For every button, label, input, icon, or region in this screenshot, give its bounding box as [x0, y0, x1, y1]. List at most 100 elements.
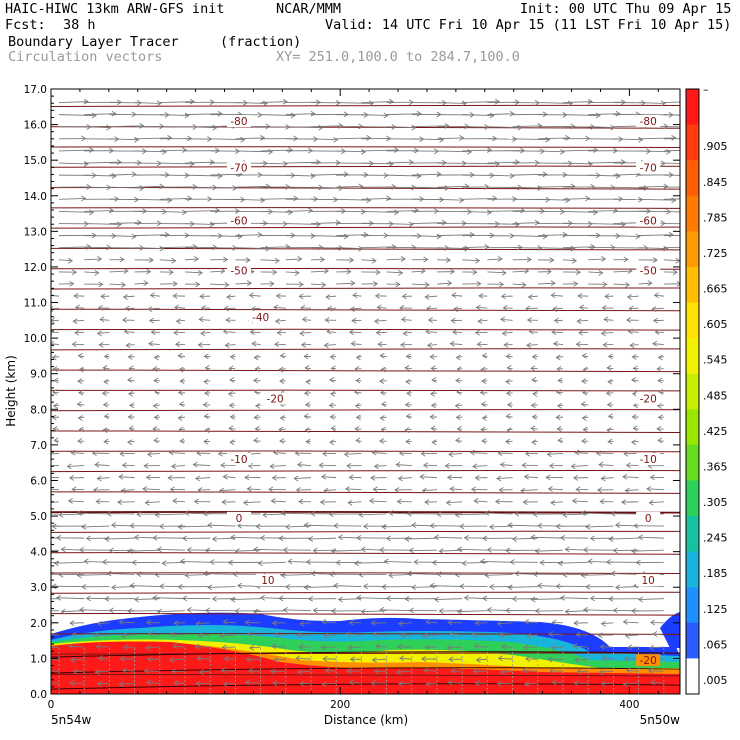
wind-vector-head [217, 110, 223, 117]
wind-vector [260, 101, 288, 103]
wind-vector-head [181, 535, 188, 542]
wind-vector-head [236, 582, 243, 589]
wind-vector-head [46, 668, 50, 673]
wind-vector-head [530, 596, 536, 603]
y-tick-label: 11.0 [24, 298, 47, 310]
wind-vector-head [537, 185, 543, 192]
wind-vector [351, 343, 362, 345]
wind-vector [321, 476, 337, 479]
wind-vector-head [296, 461, 303, 468]
wind-vector [285, 126, 323, 129]
wind-vector-head [269, 463, 275, 470]
wind-vector [565, 610, 589, 613]
wind-vector [374, 465, 387, 467]
wind-vector-head [402, 330, 408, 337]
colorbar-swatch [686, 160, 699, 197]
wind-vector-head [322, 655, 328, 662]
wind-vector-head [153, 414, 159, 421]
wind-vector [75, 306, 85, 309]
wind-vector-head [419, 473, 425, 480]
wind-vector-head [133, 534, 139, 541]
wind-vector-head [209, 559, 215, 565]
wind-vector-head [300, 305, 306, 311]
wind-vector-head [555, 414, 561, 421]
wind-vector-head [356, 534, 362, 541]
wind-vector-head [187, 195, 193, 202]
wind-vector-head [550, 645, 556, 651]
colorbar-label: .245 [703, 532, 728, 545]
colorbar: –.905.845.785.725.665.605.545.485.425.36… [685, 83, 728, 695]
wind-vector-head [299, 330, 305, 337]
wind-vector [134, 102, 162, 104]
isotherm-line [51, 104, 680, 107]
wind-vector-head [52, 366, 58, 372]
tracer-fill [51, 612, 680, 694]
wind-vector-head [52, 426, 58, 432]
wind-vector-head [55, 534, 62, 541]
wind-vector-head [456, 366, 462, 372]
wind-vector [123, 295, 135, 298]
contour-label: -70 [230, 162, 247, 174]
y-axis: 0.01.02.03.04.05.06.07.08.09.010.011.012… [24, 84, 680, 701]
wind-vector-head [204, 390, 210, 397]
wind-vector [625, 634, 639, 637]
wind-vector-head [71, 269, 78, 276]
wind-vector-head [371, 449, 377, 456]
wind-vector-head [489, 112, 495, 119]
wind-vector [663, 259, 680, 262]
wind-vector-head [482, 535, 488, 542]
wind-vector-head [125, 342, 131, 349]
wind-vector [487, 126, 522, 129]
wind-vector-head [461, 560, 467, 567]
wind-vector-head [234, 548, 240, 555]
isotherm-line [51, 652, 680, 655]
wind-vector [109, 125, 144, 128]
wind-vector-head [487, 147, 493, 153]
wind-vector [508, 586, 538, 588]
wind-vector-head [656, 403, 662, 409]
wind-vector [226, 295, 236, 298]
plot-frame [50, 88, 681, 695]
wind-vector [159, 259, 176, 262]
wind-vector-head [652, 631, 658, 637]
wind-vector-head [74, 304, 81, 311]
wind-vector-head [196, 655, 202, 662]
wind-vector [171, 465, 186, 467]
wind-vector-head [71, 631, 77, 638]
wind-vector [512, 283, 526, 286]
wind-vector-head [672, 269, 678, 276]
wind-vector-head [181, 147, 188, 153]
wind-vector [436, 185, 469, 188]
wind-vector [500, 318, 513, 321]
wind-vector [436, 102, 467, 104]
wind-vector [148, 633, 160, 636]
wind-vector [145, 646, 160, 649]
wind-vector-head [69, 620, 75, 627]
wind-vector-head [648, 645, 654, 651]
wind-vector-head [631, 439, 637, 446]
wind-vector-head [92, 487, 99, 493]
wind-vector [411, 186, 449, 189]
wind-vector-head [282, 606, 288, 613]
wind-vector-head [304, 401, 310, 408]
wind-vector-head [476, 341, 482, 348]
wind-vector-head [539, 559, 545, 566]
wind-vector-head [299, 620, 305, 627]
wind-vector [638, 198, 676, 201]
wind-vector-head [86, 243, 92, 250]
wind-vector [548, 488, 564, 491]
wind-vector [285, 161, 321, 164]
wind-vector-head [78, 366, 84, 373]
wind-vector-head [128, 402, 135, 409]
wind-vector-head [255, 523, 261, 530]
wind-vector [54, 561, 85, 564]
wind-vector-head [631, 608, 637, 614]
wind-vector-head [610, 124, 616, 131]
wind-vector-head [447, 619, 453, 626]
wind-vector-head [103, 378, 109, 385]
wind-vector-head [405, 378, 411, 385]
wind-vector [553, 343, 564, 345]
wind-vector-head [51, 306, 54, 313]
wind-vector [155, 513, 186, 516]
wind-vector-head [635, 559, 641, 566]
